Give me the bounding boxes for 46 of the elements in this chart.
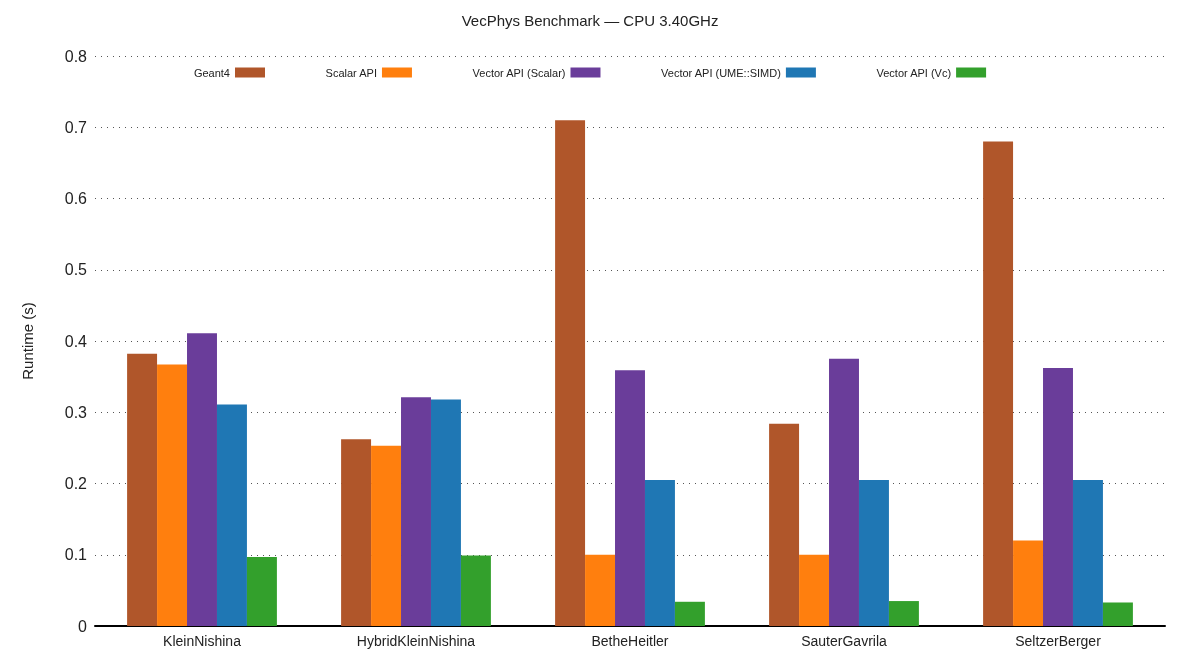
bar <box>983 141 1014 626</box>
x-tick-label: SauterGavrila <box>801 633 888 649</box>
y-tick-label: 0.8 <box>64 47 88 65</box>
bar <box>585 554 616 626</box>
y-tick-label: 0.2 <box>64 475 88 492</box>
bar <box>615 370 645 626</box>
bar <box>858 479 889 626</box>
bar <box>187 333 217 626</box>
bar <box>460 555 491 626</box>
x-tick-label: KleinNishina <box>163 633 242 649</box>
bar <box>1043 368 1073 626</box>
legend-label: Vector API (Vc) <box>876 66 952 79</box>
x-tick-label: SeltzerBerger <box>1015 633 1102 649</box>
legend-label: Vector API (Scalar) <box>472 66 566 79</box>
y-tick-label: 0.4 <box>64 332 88 350</box>
y-tick-label: 0.3 <box>64 403 88 421</box>
bar <box>769 423 800 626</box>
bar <box>1102 602 1133 626</box>
bar <box>1013 540 1044 626</box>
bar <box>674 601 705 626</box>
bar <box>829 358 859 626</box>
bar <box>430 399 461 626</box>
legend-label: Scalar API <box>325 66 377 79</box>
y-axis-title: Runtime (s) <box>19 302 36 380</box>
legend-label: Vector API (UME::SIMD) <box>661 66 781 79</box>
legend-label: Geant4 <box>193 66 230 79</box>
y-tick-label: 0.5 <box>64 261 88 279</box>
bar <box>1072 479 1103 626</box>
y-tick-label: 0.6 <box>64 190 88 207</box>
bar <box>555 120 586 626</box>
bar <box>371 445 402 626</box>
bar <box>644 479 675 626</box>
x-tick-label: BetheHeitler <box>591 633 669 649</box>
bar <box>246 556 277 626</box>
y-tick-label: 0.7 <box>64 118 88 136</box>
x-tick-label: HybridKleinNishina <box>356 633 476 649</box>
bar <box>216 404 247 626</box>
chart-title: VecPhys Benchmark — CPU 3.40GHz <box>461 12 719 29</box>
y-tick-label: 0 <box>78 617 88 635</box>
bar <box>888 601 919 626</box>
bar <box>401 397 431 626</box>
bar <box>127 353 158 626</box>
bar <box>799 554 830 626</box>
bar <box>341 439 372 626</box>
y-tick-label: 0.1 <box>64 546 88 564</box>
bar <box>157 364 188 626</box>
